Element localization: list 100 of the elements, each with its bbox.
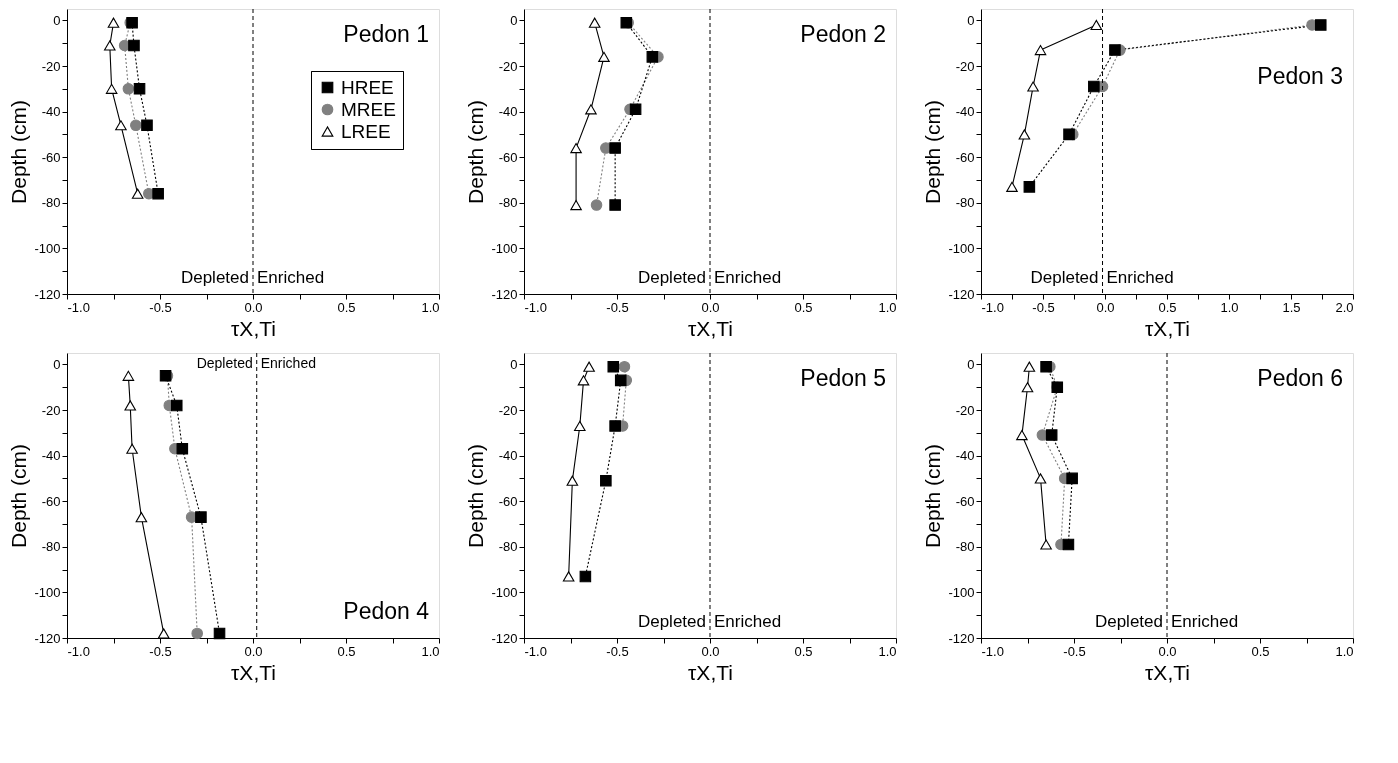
x-axis-title: τX,Ti — [688, 660, 733, 684]
y-tick-label: -120 — [34, 630, 61, 646]
x-tick-label: 0.5 — [1251, 643, 1270, 659]
x-tick-label: -1.0 — [981, 299, 1004, 315]
x-tick-label: 0.0 — [244, 299, 263, 315]
y-tick-label: -100 — [948, 240, 975, 256]
y-tick-label: -40 — [41, 104, 61, 120]
x-axis-title: τX,Ti — [231, 660, 276, 684]
y-axis-title: Depth (cm) — [7, 100, 31, 204]
annotation: Enriched — [1106, 268, 1174, 287]
y-tick-label: -40 — [498, 104, 518, 120]
y-tick-label: -20 — [955, 58, 975, 74]
y-tick-label: -80 — [41, 195, 61, 211]
y-tick-label: -40 — [955, 104, 975, 120]
annotation: Depleted — [196, 355, 253, 371]
y-tick-label: -40 — [41, 448, 61, 464]
y-tick-label: -100 — [34, 584, 61, 600]
y-tick-label: -60 — [955, 149, 975, 165]
y-tick-label: -60 — [41, 493, 61, 509]
y-tick-label: -20 — [955, 402, 975, 418]
y-axis-title: Depth (cm) — [921, 444, 945, 548]
x-tick-label: 0.5 — [794, 643, 813, 659]
x-tick-label: 2.0 — [1335, 299, 1354, 315]
y-tick-label: -80 — [955, 195, 975, 211]
y-tick-label: 0 — [510, 356, 518, 372]
y-tick-label: -60 — [498, 149, 518, 165]
x-tick-label: -0.5 — [1063, 643, 1086, 659]
y-tick-label: -20 — [41, 402, 61, 418]
annotation: Enriched — [1171, 612, 1239, 631]
annotation: Depleted — [637, 612, 706, 631]
annotation: Pedon 1 — [343, 21, 429, 47]
x-tick-label: 1.0 — [878, 299, 897, 315]
x-tick-label: -1.0 — [67, 299, 90, 315]
x-tick-label: 1.0 — [421, 643, 440, 659]
x-tick-label: 0.0 — [1158, 643, 1177, 659]
x-tick-label: 0.5 — [1158, 299, 1177, 315]
x-tick-label: 0.0 — [244, 643, 263, 659]
y-tick-label: 0 — [967, 12, 975, 28]
y-tick-label: -100 — [34, 240, 61, 256]
x-tick-label: -0.5 — [606, 643, 629, 659]
annotation: Depleted — [1094, 612, 1163, 631]
x-tick-label: 1.5 — [1282, 299, 1301, 315]
legend-label: HREE — [341, 76, 394, 98]
y-tick-label: -120 — [948, 286, 975, 302]
y-tick-label: -80 — [41, 539, 61, 555]
y-axis-title: Depth (cm) — [921, 100, 945, 204]
y-tick-label: -120 — [34, 286, 61, 302]
x-tick-label: 0.5 — [337, 643, 356, 659]
y-tick-label: -40 — [955, 448, 975, 464]
y-axis-title: Depth (cm) — [7, 444, 31, 548]
annotation: Depleted — [180, 268, 249, 287]
x-axis-title: τX,Ti — [1145, 660, 1190, 684]
x-tick-label: -0.5 — [149, 643, 172, 659]
y-tick-label: -80 — [955, 539, 975, 555]
annotation: Pedon 5 — [800, 365, 886, 391]
x-tick-label: 1.0 — [1335, 643, 1354, 659]
legend-label: MREE — [341, 98, 396, 120]
annotation: Pedon 2 — [800, 21, 886, 47]
y-tick-label: 0 — [53, 356, 61, 372]
y-tick-label: 0 — [967, 356, 975, 372]
y-axis-title: Depth (cm) — [464, 100, 488, 204]
y-tick-label: -100 — [491, 584, 518, 600]
x-axis-title: τX,Ti — [688, 316, 733, 340]
y-tick-label: -20 — [498, 402, 518, 418]
x-tick-label: 0.0 — [1096, 299, 1115, 315]
y-tick-label: -120 — [948, 630, 975, 646]
legend-label: LREE — [341, 120, 391, 142]
annotation: Enriched — [714, 612, 782, 631]
annotation: Enriched — [260, 355, 316, 371]
annotation: Depleted — [1030, 268, 1099, 287]
y-tick-label: -60 — [498, 493, 518, 509]
y-tick-label: 0 — [510, 12, 518, 28]
y-tick-label: -120 — [491, 630, 518, 646]
x-tick-label: 0.0 — [701, 643, 720, 659]
x-tick-label: 0.0 — [701, 299, 720, 315]
annotation: Pedon 6 — [1257, 365, 1343, 391]
annotation: Enriched — [257, 268, 325, 287]
x-tick-label: 1.0 — [421, 299, 440, 315]
x-tick-label: -0.5 — [606, 299, 629, 315]
y-tick-label: -60 — [41, 149, 61, 165]
x-tick-label: 1.0 — [1220, 299, 1239, 315]
y-axis-title: Depth (cm) — [464, 444, 488, 548]
y-tick-label: 0 — [53, 12, 61, 28]
annotation: Pedon 4 — [343, 598, 430, 624]
x-axis-title: τX,Ti — [1145, 316, 1190, 340]
y-tick-label: -100 — [491, 240, 518, 256]
y-tick-label: -80 — [498, 539, 518, 555]
x-axis-title: τX,Ti — [231, 316, 276, 340]
y-tick-label: -120 — [491, 286, 518, 302]
x-tick-label: 0.5 — [337, 299, 356, 315]
y-tick-label: -20 — [41, 58, 61, 74]
y-tick-label: -20 — [498, 58, 518, 74]
x-tick-label: -1.0 — [67, 643, 90, 659]
x-tick-label: -0.5 — [1032, 299, 1055, 315]
x-tick-label: -0.5 — [149, 299, 172, 315]
x-tick-label: 0.5 — [794, 299, 813, 315]
x-tick-label: -1.0 — [524, 643, 547, 659]
x-tick-label: -1.0 — [981, 643, 1004, 659]
annotation: Depleted — [637, 268, 706, 287]
y-tick-label: -60 — [955, 493, 975, 509]
